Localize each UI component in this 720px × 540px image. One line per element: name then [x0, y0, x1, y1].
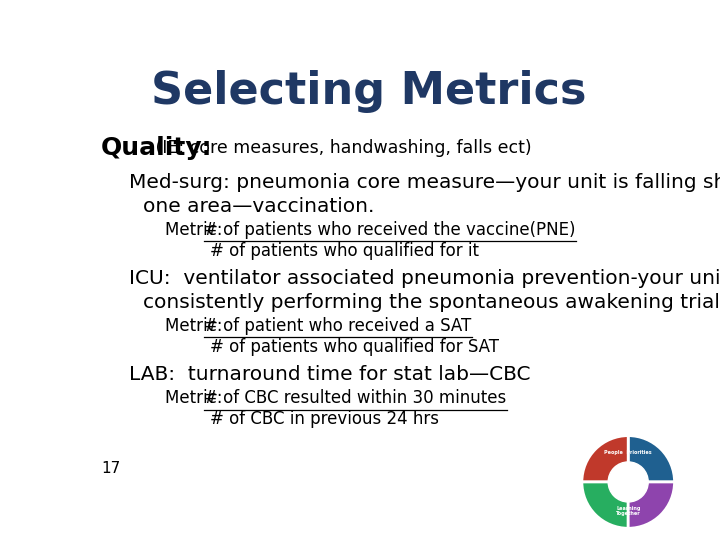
Text: ICU:  ventilator associated pneumonia prevention-your unit is not: ICU: ventilator associated pneumonia pre… [129, 269, 720, 288]
Text: one area—vaccination.: one area—vaccination. [143, 197, 374, 215]
Text: Metric:: Metric: [166, 221, 233, 239]
Text: Quality:: Quality: [101, 136, 212, 160]
Wedge shape [628, 482, 675, 528]
Text: (IE: core measures, handwashing, falls ect): (IE: core measures, handwashing, falls e… [150, 139, 531, 157]
Circle shape [608, 462, 648, 502]
Text: # of patient who received a SAT: # of patient who received a SAT [204, 317, 472, 335]
Wedge shape [628, 436, 675, 482]
Text: LAB:  turnaround time for stat lab—CBC: LAB: turnaround time for stat lab—CBC [129, 365, 531, 384]
Text: Learning
Together: Learning Together [616, 505, 641, 516]
Text: # of patients who qualified for it: # of patients who qualified for it [210, 242, 479, 260]
Text: # of patients who received the vaccine(PNE): # of patients who received the vaccine(P… [204, 221, 576, 239]
Text: Metric:: Metric: [166, 317, 233, 335]
Text: Metric:: Metric: [166, 389, 233, 407]
Text: 17: 17 [101, 461, 120, 476]
Text: # of CBC resulted within 30 minutes: # of CBC resulted within 30 minutes [204, 389, 507, 407]
Text: Med-surg: pneumonia core measure—your unit is falling short in: Med-surg: pneumonia core measure—your un… [129, 173, 720, 192]
Text: consistently performing the spontaneous awakening trial (SAT): consistently performing the spontaneous … [143, 293, 720, 312]
Wedge shape [582, 482, 628, 528]
Text: # of patients who qualified for SAT: # of patients who qualified for SAT [210, 338, 499, 356]
Text: Selecting Metrics: Selecting Metrics [151, 70, 587, 113]
Wedge shape [582, 436, 628, 482]
Text: People  Priorities: People Priorities [604, 450, 652, 456]
Text: # of CBC in previous 24 hrs: # of CBC in previous 24 hrs [210, 410, 439, 428]
